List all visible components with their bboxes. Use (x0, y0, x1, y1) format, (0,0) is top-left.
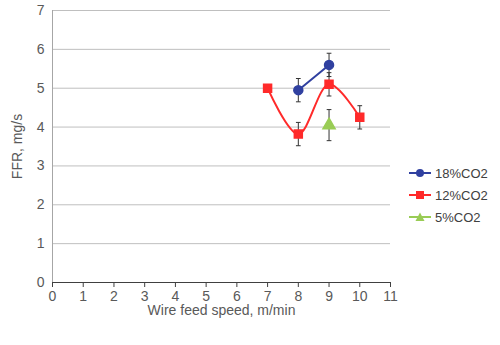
svg-text:3: 3 (140, 288, 149, 305)
svg-text:6: 6 (37, 41, 45, 57)
svg-text:7: 7 (37, 2, 45, 18)
svg-text:11: 11 (383, 288, 398, 304)
html-text:5%CO2: 5%CO2 (435, 209, 481, 225)
svg-text:FFR, mg/s: FFR, mg/s (9, 114, 25, 179)
svg-text:0: 0 (49, 288, 57, 304)
svg-text:8: 8 (294, 288, 302, 304)
svg-text:5: 5 (202, 288, 210, 305)
svg-text:1: 1 (37, 235, 45, 251)
svg-text:Wire feed speed, m/min: Wire feed speed, m/min (148, 302, 296, 318)
svg-text:2: 2 (110, 288, 118, 304)
svg-text:7: 7 (263, 288, 272, 305)
svg-text:3: 3 (37, 157, 45, 173)
html-text:18%CO2: 18%CO2 (435, 165, 488, 181)
svg-text:2: 2 (37, 196, 45, 212)
svg-text:5: 5 (37, 80, 45, 96)
svg-text:4: 4 (37, 119, 45, 135)
svg-text:9: 9 (325, 288, 333, 304)
svg-text:1: 1 (79, 288, 87, 304)
svg-text:6: 6 (233, 288, 241, 305)
svg-text:4: 4 (171, 288, 180, 305)
html-text:12%CO2: 12%CO2 (435, 187, 488, 203)
svg-text:0: 0 (37, 274, 45, 290)
svg-text:10: 10 (352, 288, 368, 304)
